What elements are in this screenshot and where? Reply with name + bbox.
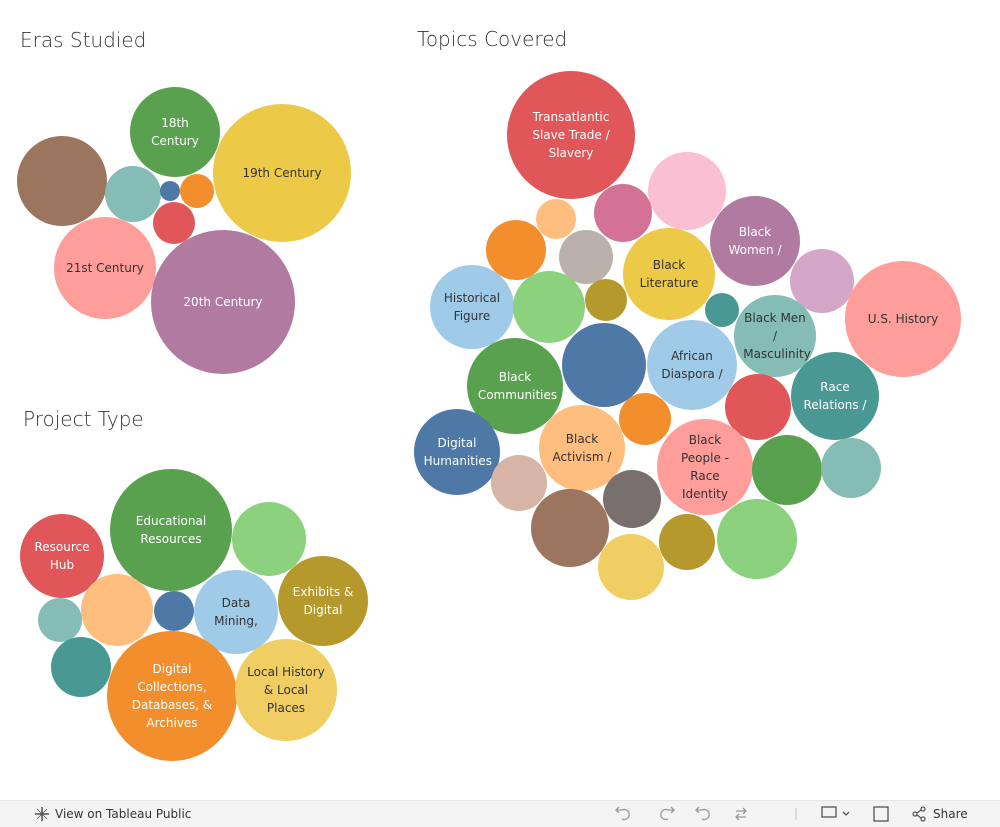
share-icon[interactable]	[911, 806, 927, 822]
bubble[interactable]	[821, 438, 881, 498]
view-link[interactable]: View on Tableau Public	[55, 807, 192, 821]
bubble[interactable]	[558, 229, 613, 284]
bubble[interactable]	[618, 392, 672, 446]
toolbar: View on Tableau Public Share	[0, 800, 1000, 827]
bubble[interactable]	[160, 181, 180, 201]
bubble[interactable]	[16, 135, 108, 227]
bubble[interactable]: Data Mining,	[194, 570, 278, 654]
bubble[interactable]	[80, 573, 154, 647]
bubble-label: Race Relations /	[803, 379, 867, 412]
bubble[interactable]: 20th Century	[151, 230, 295, 374]
bubble[interactable]	[486, 220, 546, 280]
bubble[interactable]	[105, 166, 161, 222]
bubble[interactable]	[717, 499, 797, 579]
bubble-label: Black Women /	[728, 224, 782, 257]
download-icon[interactable]	[821, 806, 837, 818]
bubble[interactable]	[724, 373, 791, 440]
dashboard: Eras Studied Project Type Topics Covered…	[16, 27, 961, 762]
redo-icon[interactable]	[660, 806, 675, 821]
refresh-icon[interactable]	[735, 807, 747, 821]
bubble-label: Exhibits & Digital	[292, 584, 354, 617]
bubble[interactable]: Digital Humanities	[413, 408, 500, 495]
bubble[interactable]	[648, 152, 726, 230]
bubble[interactable]	[594, 184, 652, 242]
bubble-label: Black Men / Masculinity	[743, 310, 811, 361]
bubble[interactable]	[231, 501, 306, 576]
bubble[interactable]: Educational Resources	[110, 469, 232, 591]
bubble[interactable]: Black Literature	[622, 227, 716, 321]
chart-title: Eras Studied	[20, 28, 147, 52]
bubble[interactable]	[790, 249, 854, 313]
bubble[interactable]	[603, 470, 661, 528]
bubble-label: Digital Collections, Databases, & Archiv…	[131, 661, 213, 730]
revert-icon[interactable]	[695, 806, 710, 821]
bubble[interactable]	[153, 202, 195, 244]
bubble[interactable]	[597, 533, 664, 600]
bubble[interactable]	[536, 199, 576, 239]
bubble[interactable]: Digital Collections, Databases, & Archiv…	[106, 630, 238, 762]
bubble-label: Black Communities	[477, 369, 558, 402]
fullscreen-icon[interactable]	[873, 806, 889, 822]
bubble-label: Educational Resources	[135, 513, 207, 546]
bubble[interactable]: 21st Century	[54, 217, 156, 319]
bubble[interactable]: Local History & Local Places	[235, 639, 337, 741]
bubble[interactable]	[585, 279, 627, 321]
bubble[interactable]: Black Women /	[709, 195, 801, 287]
undo-icon[interactable]	[615, 806, 630, 821]
bubble[interactable]: Historical Figure	[430, 265, 514, 349]
bubble-label: U.S. History	[867, 311, 939, 326]
bubble-label: 21st Century	[66, 260, 144, 275]
bubble[interactable]: Black People - Race Identity	[657, 419, 753, 515]
bubble[interactable]	[704, 292, 740, 328]
bubble-label: Resource Hub	[34, 539, 90, 572]
bubble[interactable]: U.S. History	[845, 261, 961, 377]
bubble[interactable]	[751, 434, 823, 506]
chart-title: Project Type	[23, 407, 144, 431]
bubble-label: Historical Figure	[443, 290, 501, 323]
bubble[interactable]	[562, 323, 646, 407]
bubble[interactable]: Exhibits & Digital	[277, 555, 369, 647]
chart-title: Topics Covered	[417, 27, 568, 51]
share-button[interactable]: Share	[933, 807, 968, 821]
bubble[interactable]	[659, 514, 715, 570]
bubble[interactable]	[512, 270, 586, 344]
bubble-label: 19th Century	[242, 165, 322, 180]
bubble[interactable]	[179, 173, 215, 209]
bubble[interactable]: Black Men / Masculinity	[734, 295, 816, 377]
bubble-label: 18th Century	[151, 115, 199, 148]
toolbar-icons	[615, 806, 889, 822]
bubble-label: 20th Century	[183, 294, 263, 309]
bubble[interactable]: Resource Hub	[20, 514, 104, 598]
bubble[interactable]	[531, 489, 609, 567]
bubble[interactable]: 19th Century	[213, 104, 351, 242]
bubble[interactable]	[51, 637, 111, 697]
bubble[interactable]: Black Activism /	[538, 404, 625, 491]
bubble-label: Black Activism /	[552, 431, 612, 464]
bubble[interactable]: African Diaspora /	[646, 319, 738, 411]
bubble-label: Data Mining,	[214, 595, 258, 628]
bubble-label: Black People - Race Identity	[680, 432, 729, 501]
bubble[interactable]: Race Relations /	[790, 351, 880, 441]
bubble[interactable]	[491, 455, 547, 511]
bubble-label: Transatlantic Slave Trade / Slavery	[532, 109, 610, 160]
bubble-label: Digital Humanities	[423, 435, 492, 468]
bubble-label: Local History & Local Places	[247, 664, 325, 715]
tableau-icon	[35, 807, 49, 821]
bubble-label: African Diaspora /	[661, 348, 723, 381]
bubble-label: Black Literature	[639, 257, 699, 290]
bubble[interactable]: 18th Century	[129, 86, 221, 178]
bubble[interactable]: Transatlantic Slave Trade / Slavery	[506, 70, 636, 200]
bubble[interactable]	[38, 598, 82, 642]
bubble[interactable]	[154, 591, 194, 631]
